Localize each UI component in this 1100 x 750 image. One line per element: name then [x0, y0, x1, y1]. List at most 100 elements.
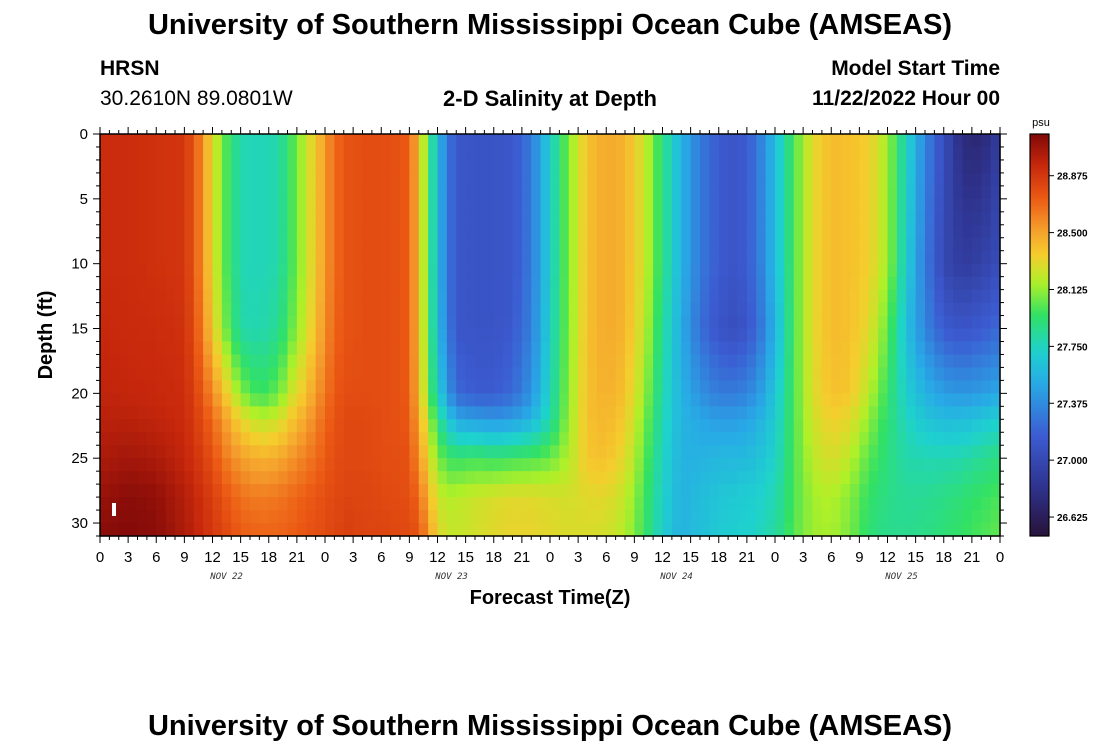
heatmap-cell: [831, 172, 842, 187]
heatmap-cell: [962, 211, 973, 226]
heatmap-cell: [212, 315, 223, 330]
heatmap-cell: [793, 380, 804, 394]
heatmap-cell: [109, 341, 120, 356]
heatmap-cell: [981, 185, 992, 200]
heatmap-cell: [596, 276, 607, 291]
heatmap-cell: [259, 250, 270, 265]
heatmap-cell: [146, 237, 157, 252]
heatmap-cell: [203, 172, 214, 187]
heatmap-cell: [625, 380, 635, 394]
heatmap-cell: [428, 172, 439, 187]
heatmap-cell: [634, 185, 645, 200]
heatmap-cell: [831, 328, 842, 343]
heatmap-cell: [428, 302, 439, 317]
heatmap-cell: [428, 250, 439, 265]
heatmap-cell: [681, 432, 692, 446]
heatmap-cell: [203, 432, 214, 446]
heatmap-cell: [737, 146, 748, 161]
heatmap-cell: [278, 224, 289, 239]
heatmap-cell: [709, 172, 720, 187]
heatmap-cell: [268, 159, 279, 174]
heatmap-cell: [981, 146, 992, 161]
heatmap-cell: [418, 134, 429, 148]
heatmap-cell: [896, 367, 907, 381]
heatmap-cell: [953, 432, 964, 446]
heatmap-cell: [896, 328, 907, 343]
heatmap-cell: [437, 134, 448, 148]
heatmap-cell: [662, 432, 673, 446]
heatmap-cell: [503, 341, 514, 356]
heatmap-cell: [587, 510, 598, 524]
heatmap-cell: [521, 211, 532, 226]
heatmap-cell: [343, 510, 354, 524]
heatmap-cell: [334, 211, 345, 226]
heatmap-cell: [146, 185, 157, 200]
heatmap-cell: [953, 159, 964, 174]
heatmap-cell: [371, 172, 382, 187]
heatmap-cell: [362, 445, 373, 459]
heatmap-cell: [465, 497, 476, 511]
heatmap-cell: [943, 276, 954, 291]
heatmap-cell: [615, 432, 626, 446]
heatmap-cell: [146, 250, 157, 265]
heatmap-cell: [325, 393, 335, 407]
heatmap-cell: [746, 393, 757, 407]
heatmap-cell: [203, 445, 214, 459]
heatmap-cell: [943, 406, 954, 420]
heatmap-cell: [259, 380, 270, 394]
heatmap-cell: [775, 263, 785, 278]
heatmap-cell: [962, 302, 973, 317]
heatmap-cell: [896, 237, 907, 252]
heatmap-cell: [962, 406, 973, 420]
heatmap-cell: [437, 328, 448, 343]
heatmap-cell: [475, 198, 485, 213]
heatmap-cell: [315, 406, 326, 420]
heatmap-cell: [990, 328, 1001, 343]
heatmap-cell: [390, 315, 401, 330]
heatmap-cell: [156, 458, 167, 472]
heatmap-cell: [625, 211, 635, 226]
heatmap-cell: [568, 406, 579, 420]
heatmap-cell: [737, 484, 748, 498]
heatmap-cell: [203, 302, 214, 317]
heatmap-cell: [493, 406, 504, 420]
heatmap-cell: [475, 432, 485, 446]
heatmap-cell: [868, 263, 879, 278]
heatmap-cell: [831, 341, 842, 356]
heatmap-cell: [803, 523, 814, 537]
heatmap-cell: [812, 341, 823, 356]
heatmap-cell: [203, 146, 214, 161]
heatmap-cell: [943, 185, 954, 200]
heatmap-cell: [812, 484, 823, 498]
heatmap-cell: [971, 497, 982, 511]
heatmap-cell: [915, 315, 926, 330]
heatmap-cell: [175, 510, 185, 524]
heatmap-cell: [634, 211, 645, 226]
heatmap-cell: [118, 484, 129, 498]
heatmap-cell: [990, 406, 1001, 420]
heatmap-cell: [353, 237, 364, 252]
heatmap-cell: [578, 185, 589, 200]
heatmap-cell: [850, 458, 860, 472]
heatmap-cell: [981, 198, 992, 213]
heatmap-cell: [325, 458, 335, 472]
heatmap-cell: [128, 302, 139, 317]
heatmap-cell: [953, 367, 964, 381]
heatmap-cell: [418, 393, 429, 407]
heatmap-cell: [578, 354, 589, 369]
heatmap-cell: [503, 224, 514, 239]
heatmap-cell: [259, 263, 270, 278]
heatmap-cell: [550, 367, 560, 381]
heatmap-cell: [662, 367, 673, 381]
heatmap-cell: [615, 224, 626, 239]
heatmap-cell: [250, 302, 260, 317]
heatmap-cell: [962, 510, 973, 524]
heatmap-cell: [587, 198, 598, 213]
heatmap-cell: [803, 198, 814, 213]
heatmap-cell: [756, 341, 767, 356]
heatmap-cell: [325, 419, 335, 433]
heatmap-cell: [268, 367, 279, 381]
heatmap-cell: [681, 484, 692, 498]
heatmap-cell: [137, 367, 148, 381]
heatmap-cell: [943, 315, 954, 330]
